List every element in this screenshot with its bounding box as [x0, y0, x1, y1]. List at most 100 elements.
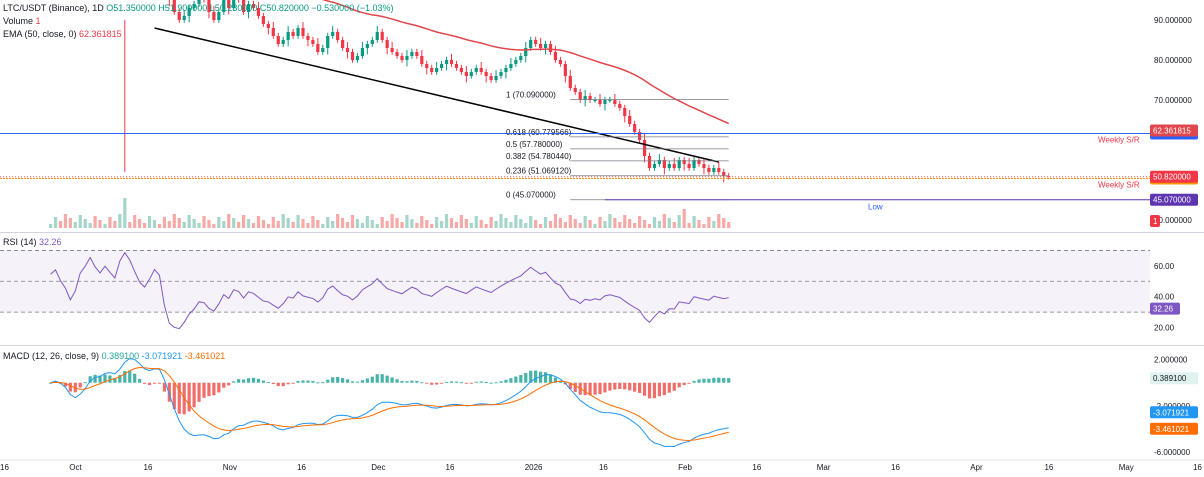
candle-body-95	[519, 56, 523, 60]
level-label-2: Low	[868, 203, 883, 212]
volume-bar-73	[410, 219, 414, 228]
candle-body-92	[504, 68, 508, 72]
candle-body-58	[336, 32, 340, 40]
candle-body-133	[707, 168, 711, 172]
macd-hist-bar-38	[237, 379, 241, 383]
macd-hist-bar-70	[395, 379, 399, 383]
macd-hist-bar-49	[291, 382, 295, 384]
macd-hist-bar-43	[261, 380, 265, 383]
macd-hist-bar-72	[405, 381, 409, 383]
ema-tag: 62.361815	[1153, 127, 1191, 136]
price-tick-2: 70.000000	[1154, 96, 1192, 105]
candle-body-75	[420, 56, 424, 64]
pane-separator-rsi[interactable]	[0, 232, 1204, 233]
macd-hist-bar-116	[623, 382, 627, 390]
candle-body-102	[553, 52, 558, 60]
macd-hist-bar-64	[365, 378, 369, 383]
level-tag-bg-2	[1150, 193, 1198, 206]
macd-tag-bg-2	[1150, 422, 1198, 435]
macd-hist-bar-15	[123, 371, 127, 383]
macd-hist-bar-101	[548, 374, 553, 383]
candle-body-66	[375, 32, 379, 40]
volume-bar-5	[73, 222, 77, 228]
volume-bar-30	[197, 223, 201, 228]
candle-body-47	[281, 40, 285, 44]
candle-body-135	[717, 168, 721, 172]
price-tick-1: 80.000000	[1154, 56, 1192, 65]
volume-bar-123	[657, 221, 661, 228]
rsi-tick-0: 60.00	[1154, 262, 1175, 271]
volume-tag-bg	[1150, 215, 1160, 227]
volume-bar-17	[133, 215, 137, 228]
rsi-tick-1: 40.00	[1154, 293, 1175, 302]
x-tick-label-7: 2026	[525, 463, 543, 472]
macd-hist-bar-96	[524, 373, 528, 383]
macd-hist-bar-13	[113, 377, 117, 383]
macd-hist-bar-39	[242, 379, 246, 383]
volume-bar-96	[524, 223, 528, 228]
volume-bar-43	[261, 220, 265, 228]
pane-separator-macd[interactable]	[0, 345, 1204, 346]
volume-bar-118	[633, 223, 637, 228]
macd-hist-bar-76	[425, 382, 429, 384]
macd-hist-bar-81	[449, 381, 454, 383]
last-price-tag: 50.820000	[1153, 173, 1191, 182]
volume-bar-65	[370, 220, 374, 228]
macd-hist-bar-115	[618, 382, 622, 389]
volume-bar-87	[479, 220, 483, 228]
candle-body-86	[474, 68, 478, 72]
x-tick-label-13: Apr	[970, 463, 983, 472]
candle-body-62	[355, 56, 360, 60]
candle-body-131	[697, 160, 701, 164]
candle-body-80	[444, 60, 449, 64]
volume-bar-98	[534, 220, 538, 228]
volume-bar-57	[331, 221, 335, 228]
macd-hist-bar-7	[83, 382, 87, 384]
volume-bar-32	[207, 220, 211, 228]
price-tick-0: 90.000000	[1154, 16, 1192, 25]
macd-hist-bar-130	[692, 380, 696, 383]
candle-body-63	[360, 48, 364, 56]
volume-bar-31	[202, 216, 206, 228]
macd-tag-bg-1	[1150, 406, 1198, 419]
volume-bar-81	[449, 218, 454, 228]
macd-hist-bar-73	[410, 380, 414, 383]
volume-bar-53	[311, 216, 315, 228]
volume-bar-1	[53, 217, 58, 228]
macd-hist-bar-89	[489, 382, 493, 384]
macd-hist-bar-12	[108, 375, 112, 383]
macd-hist-bar-93	[509, 378, 513, 383]
volume-bar-56	[326, 217, 330, 228]
candle-body-29	[192, 4, 196, 8]
macd-hist-bar-88	[484, 381, 488, 383]
volume-bar-84	[464, 219, 468, 228]
volume-bar-72	[405, 215, 409, 228]
macd-hist-bar-79	[440, 382, 444, 384]
macd-hist-bar-67	[380, 374, 384, 383]
x-tick-label-4: 16	[297, 463, 306, 472]
macd-hist-bar-61	[350, 381, 355, 383]
ema-legend: EMA (50, close, 0) 62.361815	[3, 28, 122, 40]
candle-body-51	[301, 28, 305, 36]
macd-hist-bar-68	[385, 375, 389, 383]
macd-hist-bar-6	[78, 382, 82, 388]
volume-bar-39	[242, 215, 246, 228]
fib-label-4: 0.236 (51.069120)	[506, 167, 572, 176]
macd-hist-bar-71	[400, 380, 404, 383]
volume-bar-34	[217, 217, 221, 228]
macd-hist-bar-16	[128, 370, 132, 383]
macd-hist-bar-5	[73, 382, 77, 393]
volume-bar-79	[440, 221, 444, 228]
macd-hist-bar-66	[375, 374, 379, 383]
macd-hist-bar-33	[212, 382, 216, 396]
macd-hist-bar-84	[464, 382, 468, 384]
volume-bar-125	[667, 218, 671, 228]
macd-hist-bar-63	[360, 380, 364, 383]
candle-body-41	[251, 4, 256, 8]
candle-body-117	[628, 116, 632, 124]
volume-bar-55	[321, 224, 325, 228]
candle-body-71	[400, 56, 404, 60]
volume-bar-85	[469, 223, 473, 228]
candle-body-37	[232, 0, 236, 8]
